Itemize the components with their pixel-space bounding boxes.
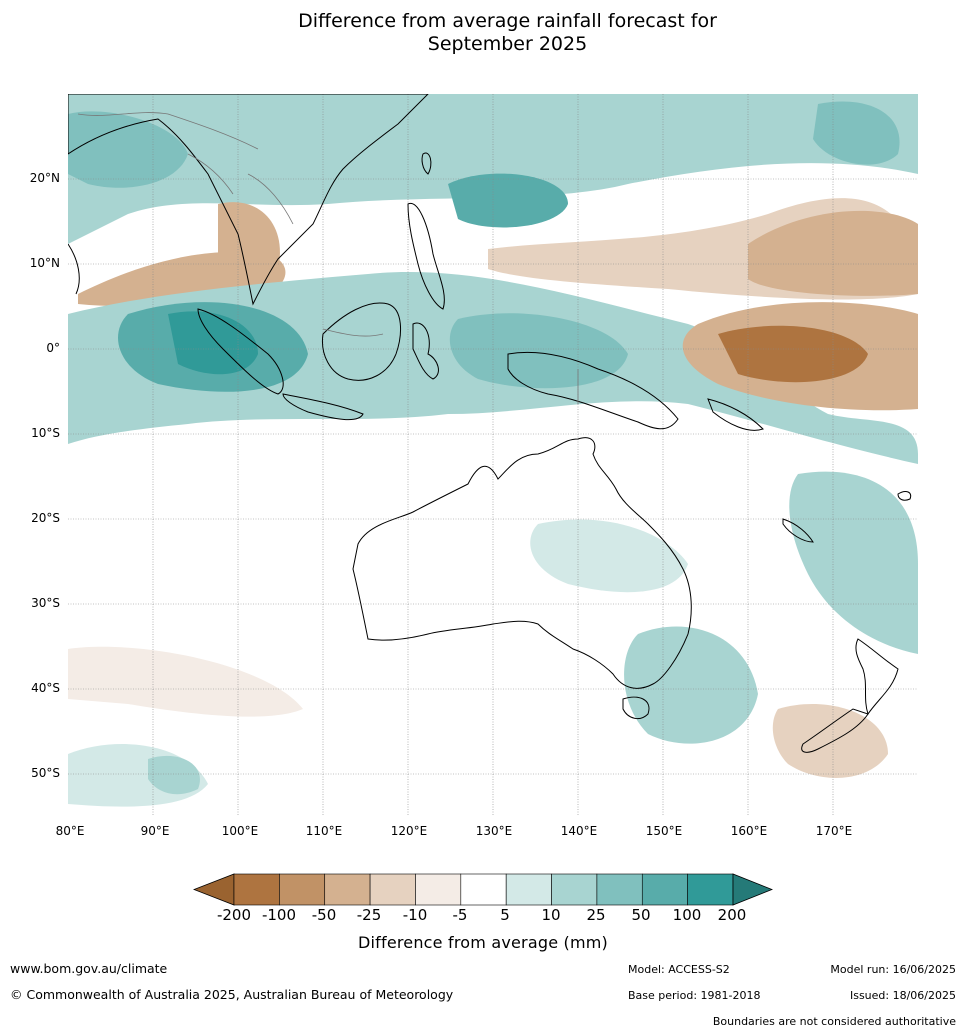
lon-label-90e: 90°E xyxy=(140,824,170,838)
india-coast xyxy=(68,243,80,295)
colorbar-cell xyxy=(233,873,280,906)
lon-label-120e: 120°E xyxy=(390,824,428,838)
anomaly-shading xyxy=(68,94,918,807)
lat-label-50s: 50°S xyxy=(31,766,60,780)
lon-label-100e: 100°E xyxy=(221,824,259,838)
title-line-1: Difference from average rainfall forecas… xyxy=(298,10,717,32)
fiji-coast xyxy=(897,491,912,501)
dry-region-bob xyxy=(218,202,280,280)
lat-label-0: 0° xyxy=(46,341,60,355)
sulawesi-coast xyxy=(412,322,439,380)
map-svg xyxy=(68,94,918,816)
wet-region-south-indian-core xyxy=(148,755,200,795)
colorbar-cell xyxy=(279,873,326,906)
java-coast xyxy=(282,393,364,421)
new-caledonia-coast xyxy=(782,518,814,543)
lon-label-110e: 110°E xyxy=(305,824,343,838)
colorbar-cell xyxy=(415,873,462,906)
wet-region-eastaus xyxy=(530,519,688,593)
country-borders xyxy=(77,112,579,404)
philippines-coast xyxy=(407,202,445,310)
dry-region-pacific-eq-core xyxy=(718,325,868,383)
new-zealand-south xyxy=(801,708,869,753)
wet-region-ne xyxy=(813,101,900,165)
map-gridlines xyxy=(68,94,918,816)
dry-region-south-indian xyxy=(68,646,303,717)
colorbar-tick: 5 xyxy=(500,906,510,924)
wet-region-tasman xyxy=(624,626,758,744)
colorbar-cells xyxy=(192,873,774,906)
lat-label-20n: 20°N xyxy=(29,171,60,185)
footer-issued: Issued: 18/06/2025 xyxy=(849,989,956,1002)
lon-label-130e: 130°E xyxy=(475,824,513,838)
colorbar xyxy=(192,873,774,911)
footer-copyright: © Commonwealth of Australia 2025, Austra… xyxy=(10,987,454,1002)
solomon-coast xyxy=(707,398,764,431)
new-zealand-north xyxy=(855,638,899,716)
colorbar-tick: -10 xyxy=(402,906,428,924)
footer-disclaimer: Boundaries are not considered authoritat… xyxy=(712,1015,956,1028)
footer-website[interactable]: www.bom.gov.au/climate xyxy=(10,961,168,976)
colorbar-cell xyxy=(551,873,598,906)
colorbar-extend-high xyxy=(732,873,774,906)
tasmania-coast xyxy=(622,696,650,720)
colorbar-tick: 200 xyxy=(717,906,747,924)
colorbar-cell xyxy=(687,873,734,906)
dry-region-pacific-n-core xyxy=(748,210,918,296)
title-line-2: September 2025 xyxy=(427,33,588,55)
new-guinea-coast xyxy=(507,351,679,430)
footer-model-run: Model run: 16/06/2025 xyxy=(830,963,956,976)
borneo-coast xyxy=(321,302,401,381)
colorbar-extend-low xyxy=(192,873,235,906)
lon-label-140e: 140°E xyxy=(560,824,598,838)
australia-coast xyxy=(352,437,692,689)
lon-label-150e: 150°E xyxy=(645,824,683,838)
colorbar-tick: 25 xyxy=(586,906,606,924)
colorbar-cell xyxy=(596,873,643,906)
coastlines xyxy=(68,94,912,753)
dry-region-nz xyxy=(772,704,888,778)
lat-label-10s: 10°S xyxy=(31,426,60,440)
wet-region-nw xyxy=(68,111,188,188)
wet-region-indian-center xyxy=(168,311,258,375)
lat-label-10n: 10°N xyxy=(29,256,60,270)
lat-label-20s: 20°S xyxy=(31,511,60,525)
asia-mainland-coast xyxy=(68,94,429,306)
colorbar-tick: -5 xyxy=(452,906,468,924)
wet-region-maritime xyxy=(449,313,628,389)
lon-label-160e: 160°E xyxy=(730,824,768,838)
colorbar-tick: -100 xyxy=(261,906,297,924)
colorbar-tick: 10 xyxy=(541,906,561,924)
colorbar-label: Difference from average (mm) xyxy=(358,933,608,952)
colorbar-tick: -50 xyxy=(311,906,337,924)
colorbar-cell xyxy=(369,873,416,906)
wet-region-sw-pacific xyxy=(789,471,918,654)
map-title: Difference from average rainfall forecas… xyxy=(0,10,965,56)
colorbar-cell xyxy=(505,873,552,906)
footer-model: Model: ACCESS-S2 xyxy=(628,963,730,976)
rainfall-anomaly-map xyxy=(68,94,918,816)
colorbar-cell xyxy=(460,873,507,906)
colorbar-tick: -25 xyxy=(356,906,382,924)
colorbar-cell xyxy=(641,873,688,906)
colorbar-tick: 50 xyxy=(631,906,651,924)
colorbar-tick: -200 xyxy=(216,906,252,924)
lon-label-170e: 170°E xyxy=(815,824,853,838)
lon-label-80e: 80°E xyxy=(55,824,85,838)
lat-label-30s: 30°S xyxy=(31,596,60,610)
colorbar-svg xyxy=(192,873,774,906)
footer-base-period: Base period: 1981-2018 xyxy=(628,989,761,1002)
colorbar-cell xyxy=(324,873,371,906)
sumatra-coast xyxy=(197,308,284,395)
colorbar-tick: 100 xyxy=(672,906,702,924)
lat-label-40s: 40°S xyxy=(31,681,60,695)
wet-region-north-core xyxy=(448,173,568,228)
taiwan-coast xyxy=(421,152,432,175)
